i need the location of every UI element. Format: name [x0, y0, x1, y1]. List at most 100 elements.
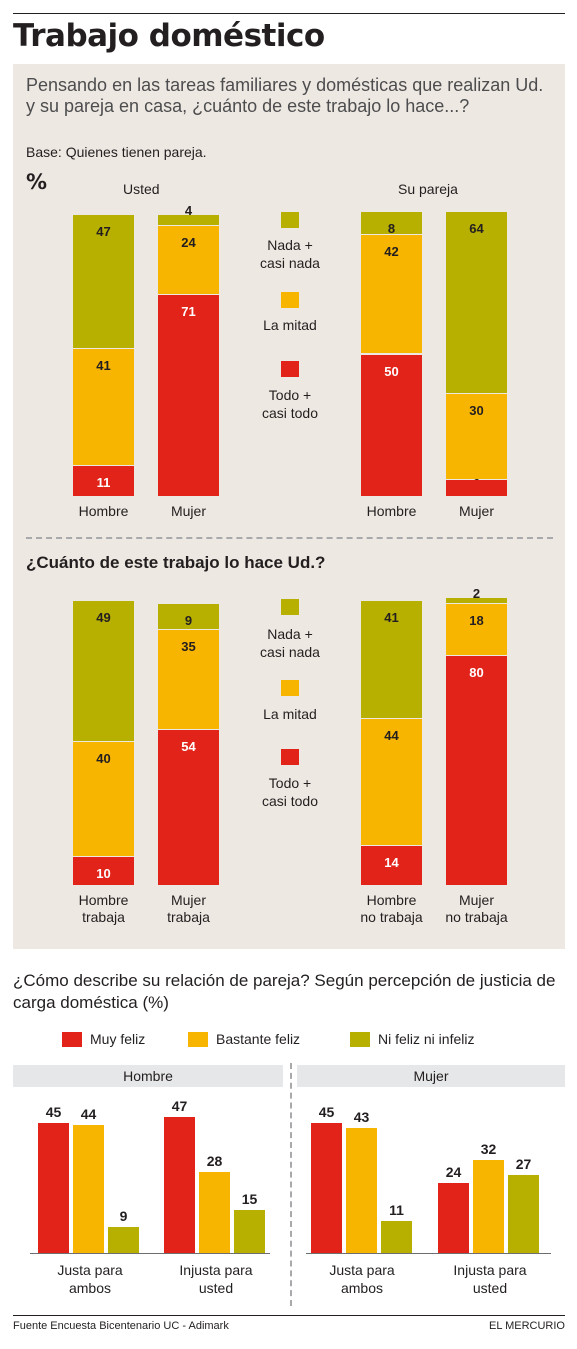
legend-label-nada: Nada + casi nada: [240, 625, 340, 661]
legend-label-bastante-feliz: Bastante feliz: [216, 1031, 301, 1047]
category-label-line: Injusta para: [453, 1262, 527, 1278]
legend-label-nada-line2: casi nada: [260, 255, 320, 271]
bar: [73, 1125, 104, 1253]
bar-value-label: 43: [353, 1109, 370, 1126]
group-label-usted: Usted: [123, 181, 160, 197]
legend-label-todo: Todo + casi todo: [240, 774, 340, 810]
brand-label: EL MERCURIO: [489, 1320, 565, 1332]
footer-rule: [13, 1315, 565, 1316]
top-rule: [13, 13, 565, 14]
category-label-line: Mujer: [458, 892, 494, 908]
bar: [473, 1160, 504, 1253]
bar-segment: [361, 845, 422, 885]
bar-value-label: 41: [96, 357, 111, 373]
bar-value-label: 64: [469, 221, 484, 236]
category-label: Mujer trabaja: [138, 892, 239, 926]
group-label-su-pareja: Su pareja: [398, 181, 458, 197]
category-label-line: usted: [472, 1280, 508, 1296]
section-divider: [26, 537, 553, 539]
bar-value-label: 47: [171, 1097, 188, 1114]
category-label: Justa para ambos: [302, 1261, 422, 1297]
bar-value-label: 11: [389, 1202, 404, 1219]
bar-value-label: 40: [96, 751, 111, 766]
legend-label-ni-feliz: Ni feliz ni infeliz: [378, 1031, 475, 1047]
bar-value-label: 11: [96, 474, 111, 490]
bar-value-label: 24: [181, 235, 196, 251]
category-label-line: ambos: [68, 1280, 112, 1296]
category-label-line: Hombre: [366, 892, 417, 908]
bar-segment: [361, 234, 422, 354]
legend-label-todo: Todo + casi todo: [240, 386, 340, 422]
baseline-mujer: [306, 1253, 551, 1254]
unit-label: %: [26, 170, 48, 194]
category-label: Mujer no trabaja: [426, 892, 527, 926]
section2-question: ¿Cuánto de este trabajo lo hace Ud.?: [26, 553, 326, 572]
bar: [381, 1221, 412, 1253]
legend-label-nada-line1: Nada +: [267, 237, 313, 253]
source-note: Fuente Encuesta Bicentenario UC - Adimar…: [13, 1320, 229, 1332]
bar-segment: [446, 212, 507, 394]
bar-value-label: 32: [480, 1141, 497, 1158]
panel-header-hombre: Hombre: [13, 1065, 283, 1087]
base-note: Base: Quienes tienen pareja.: [26, 144, 207, 160]
bar-segment: [73, 600, 134, 741]
bar: [438, 1183, 469, 1253]
bar-segment: [361, 212, 422, 234]
category-label-line: trabaja: [167, 909, 210, 925]
legend-label-nada-line2: casi nada: [260, 644, 320, 660]
category-label: Mujer: [170, 503, 206, 519]
page-title: Trabajo doméstico: [13, 18, 325, 54]
category-label: Mujer: [458, 503, 494, 519]
category-label-line: ambos: [340, 1280, 384, 1296]
bar: [38, 1122, 69, 1253]
category-label-line: no trabaja: [360, 909, 423, 925]
bar-segment: [158, 603, 219, 629]
legend-swatch-mitad: [281, 680, 299, 696]
bar-value-label: 42: [384, 243, 399, 259]
bar-value-label: 71: [181, 303, 196, 319]
legend-label-nada: Nada + casi nada: [240, 236, 340, 272]
bar-segment: [158, 730, 219, 885]
legend-swatch-muy-feliz: [62, 1032, 82, 1047]
legend-label-todo-line1: Todo +: [268, 775, 312, 791]
bar-value-label: 28: [206, 1152, 223, 1169]
bar-value-label: 45: [318, 1103, 335, 1120]
panel-header-mujer: Mujer: [297, 1065, 565, 1087]
bar: [164, 1116, 195, 1253]
legend-label-todo-line2: casi todo: [261, 793, 319, 809]
bar-value-label: 9: [184, 612, 193, 628]
bar: [311, 1122, 342, 1253]
bar-segment: [158, 629, 219, 730]
legend-label-muy-feliz: Muy feliz: [90, 1031, 146, 1047]
bar-segment: [446, 603, 507, 655]
category-label: Injusta para usted: [156, 1261, 276, 1297]
bar-value-label: 15: [241, 1190, 258, 1207]
bar-value-label: 24: [445, 1164, 462, 1181]
legend-label-mitad: La mitad: [263, 317, 317, 333]
bar-segment: [158, 214, 219, 226]
bar-value-label: 44: [80, 1106, 97, 1123]
bar: [108, 1226, 139, 1253]
bar-value-label: 44: [384, 727, 399, 743]
bar-value-label: 4: [184, 202, 193, 218]
bar-segment: [73, 465, 134, 496]
bar-value-label: 10: [96, 866, 111, 882]
legend-swatch-nada: [281, 212, 299, 228]
legend-swatch-bastante-feliz: [188, 1032, 208, 1047]
bar-value-label: 2: [472, 586, 481, 601]
bar: [346, 1128, 377, 1253]
legend-label-todo-line2: casi todo: [261, 405, 319, 421]
legend-swatch-todo: [281, 749, 299, 765]
category-label: Hombre no trabaja: [341, 892, 442, 926]
category-label-line: Injusta para: [179, 1262, 253, 1278]
baseline-hombre: [30, 1253, 270, 1254]
category-label: Hombre: [78, 503, 129, 519]
bar-segment: [158, 226, 219, 294]
bar-segment: [73, 214, 134, 348]
bar-value-label: 50: [384, 363, 399, 379]
section3-question: ¿Cómo describe su relación de pareja? Se…: [13, 971, 556, 1012]
category-label-line: Justa para: [329, 1262, 395, 1278]
category-label: Hombre trabaja: [53, 892, 154, 926]
category-label: Justa para ambos: [30, 1261, 150, 1297]
legend-label-nada-line1: Nada +: [267, 626, 313, 642]
